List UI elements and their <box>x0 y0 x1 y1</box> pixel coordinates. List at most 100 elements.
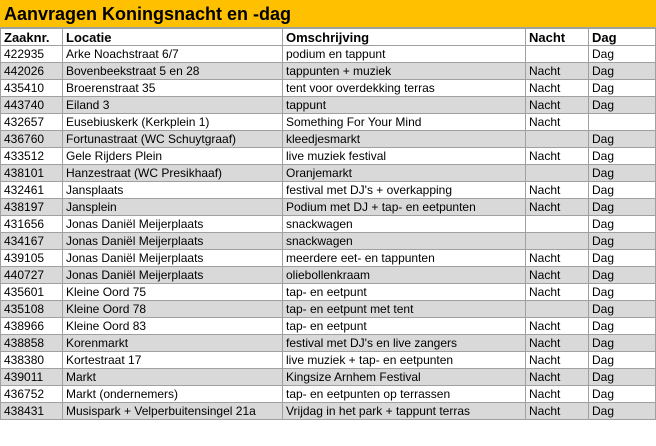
table-cell: Dag <box>588 249 656 267</box>
table-cell: Nacht <box>525 79 589 97</box>
table-cell: tap- en eetpunt met tent <box>282 300 526 318</box>
table-cell: 438966 <box>0 317 63 335</box>
table-cell: tap- en eetpunt <box>282 317 526 335</box>
table-cell: snackwagen <box>282 215 526 233</box>
table-cell: Eiland 3 <box>62 96 283 114</box>
table-row: 438197 Jansplein Podium met DJ + tap- en e… <box>0 198 656 216</box>
table-cell: tappunt <box>282 96 526 114</box>
table-cell: Kortestraat 17 <box>62 351 283 369</box>
table-cell: 438380 <box>0 351 63 369</box>
table-cell: 440727 <box>0 266 63 284</box>
table-row: 438101 Hanzestraat (WC Presikhaaf) Oranjem… <box>0 164 656 182</box>
table-cell: Dag <box>588 215 656 233</box>
table-cell: Nacht <box>525 147 589 165</box>
table-cell: Kleine Oord 78 <box>62 300 283 318</box>
table-row: 422935 Arke Noachstraat 6/7 podium en tapp… <box>0 45 656 63</box>
table-row: 435410 Broerenstraat 35 tent voor overdekk… <box>0 79 656 97</box>
table-cell: Gele Rijders Plein <box>62 147 283 165</box>
table-cell: 435601 <box>0 283 63 301</box>
table-cell: Dag <box>588 351 656 369</box>
table-cell: 435410 <box>0 79 63 97</box>
column-header: Locatie <box>62 28 283 46</box>
table-cell <box>588 113 656 131</box>
table-cell: Vrijdag in het park + tappunt terras <box>282 402 526 420</box>
table-cell: Dag <box>588 300 656 318</box>
table-cell: Dag <box>588 266 656 284</box>
table-cell: Markt (ondernemers) <box>62 385 283 403</box>
column-header: Omschrijving <box>282 28 526 46</box>
table-cell: Dag <box>588 283 656 301</box>
table-cell: 432461 <box>0 181 63 199</box>
table-cell: Dag <box>588 45 656 63</box>
table-cell: Musispark + Velperbuitensingel 21a <box>62 402 283 420</box>
table-cell: Dag <box>588 368 656 386</box>
table-cell: 422935 <box>0 45 63 63</box>
table-cell: Jonas Daniël Meijerplaats <box>62 266 283 284</box>
table-row: 435108 Kleine Oord 78 tap- en eetpunt met … <box>0 300 656 318</box>
table-cell: Dag <box>588 147 656 165</box>
table-cell: Markt <box>62 368 283 386</box>
table-cell: 436752 <box>0 385 63 403</box>
table-cell: Nacht <box>525 283 589 301</box>
table-cell <box>525 232 589 250</box>
table-cell: Jansplaats <box>62 181 283 199</box>
table-cell: 439011 <box>0 368 63 386</box>
table-cell: Nacht <box>525 334 589 352</box>
table-cell: snackwagen <box>282 232 526 250</box>
table-cell: Jonas Daniël Meijerplaats <box>62 215 283 233</box>
table-cell: 436760 <box>0 130 63 148</box>
table-row: 436752 Markt (ondernemers) tap- en eetpunt… <box>0 385 656 403</box>
table-cell: Nacht <box>525 181 589 199</box>
table-cell: Jonas Daniël Meijerplaats <box>62 249 283 267</box>
table-cell: Something For Your Mind <box>282 113 526 131</box>
table-cell: Dag <box>588 79 656 97</box>
table-cell: tap- en eetpunten op terrassen <box>282 385 526 403</box>
column-header: Dag <box>588 28 656 46</box>
table-cell: Jansplein <box>62 198 283 216</box>
table-cell: Fortunastraat (WC Schuytgraaf) <box>62 130 283 148</box>
table-cell: oliebollenkraam <box>282 266 526 284</box>
table-row: 435601 Kleine Oord 75 tap- en eetpunt Nacht… <box>0 283 656 301</box>
table-cell: Nacht <box>525 62 589 80</box>
table-cell: Dag <box>588 385 656 403</box>
table-cell: 435108 <box>0 300 63 318</box>
table-cell: Broerenstraat 35 <box>62 79 283 97</box>
table-cell: 433512 <box>0 147 63 165</box>
table-cell: Nacht <box>525 113 589 131</box>
table-row: 434167 Jonas Daniël Meijerplaats snackwage… <box>0 232 656 250</box>
table-cell: Dag <box>588 232 656 250</box>
table-cell: Nacht <box>525 385 589 403</box>
table-cell <box>525 45 589 63</box>
table-cell <box>525 130 589 148</box>
table-cell: tent voor overdekking terras <box>282 79 526 97</box>
table-cell: tap- en eetpunt <box>282 283 526 301</box>
table-row: 431656 Jonas Daniël Meijerplaats snackwage… <box>0 215 656 233</box>
table-cell: festival met DJ's + overkapping <box>282 181 526 199</box>
table-cell: festival met DJ's en live zangers <box>282 334 526 352</box>
table-cell: 432657 <box>0 113 63 131</box>
column-header: Nacht <box>525 28 589 46</box>
table-cell: Jonas Daniël Meijerplaats <box>62 232 283 250</box>
table-cell <box>525 215 589 233</box>
table-cell: Hanzestraat (WC Presikhaaf) <box>62 164 283 182</box>
table-cell: Nacht <box>525 402 589 420</box>
table-cell: Kingsize Arnhem Festival <box>282 368 526 386</box>
column-header: Zaaknr. <box>0 28 63 46</box>
table-cell: Dag <box>588 164 656 182</box>
table-cell: Kleine Oord 75 <box>62 283 283 301</box>
table-row: 432461 Jansplaats festival met DJ's + over… <box>0 181 656 199</box>
table-row: 436760 Fortunastraat (WC Schuytgraaf) klee… <box>0 130 656 148</box>
table-cell: Nacht <box>525 266 589 284</box>
table-row: 439011 Markt Kingsize Arnhem Festival Nacht… <box>0 368 656 386</box>
table-row: 438380 Kortestraat 17 live muziek + tap- e… <box>0 351 656 369</box>
table-row: 433512 Gele Rijders Plein live muziek fest… <box>0 147 656 165</box>
table-cell: 443740 <box>0 96 63 114</box>
table-cell: Bovenbeekstraat 5 en 28 <box>62 62 283 80</box>
table-cell: Kleine Oord 83 <box>62 317 283 335</box>
table-cell: 431656 <box>0 215 63 233</box>
table-cell: Dag <box>588 334 656 352</box>
table-cell: Korenmarkt <box>62 334 283 352</box>
table-cell: Dag <box>588 130 656 148</box>
table-row: 438431 Musispark + Velperbuitensingel 21a… <box>0 402 656 420</box>
